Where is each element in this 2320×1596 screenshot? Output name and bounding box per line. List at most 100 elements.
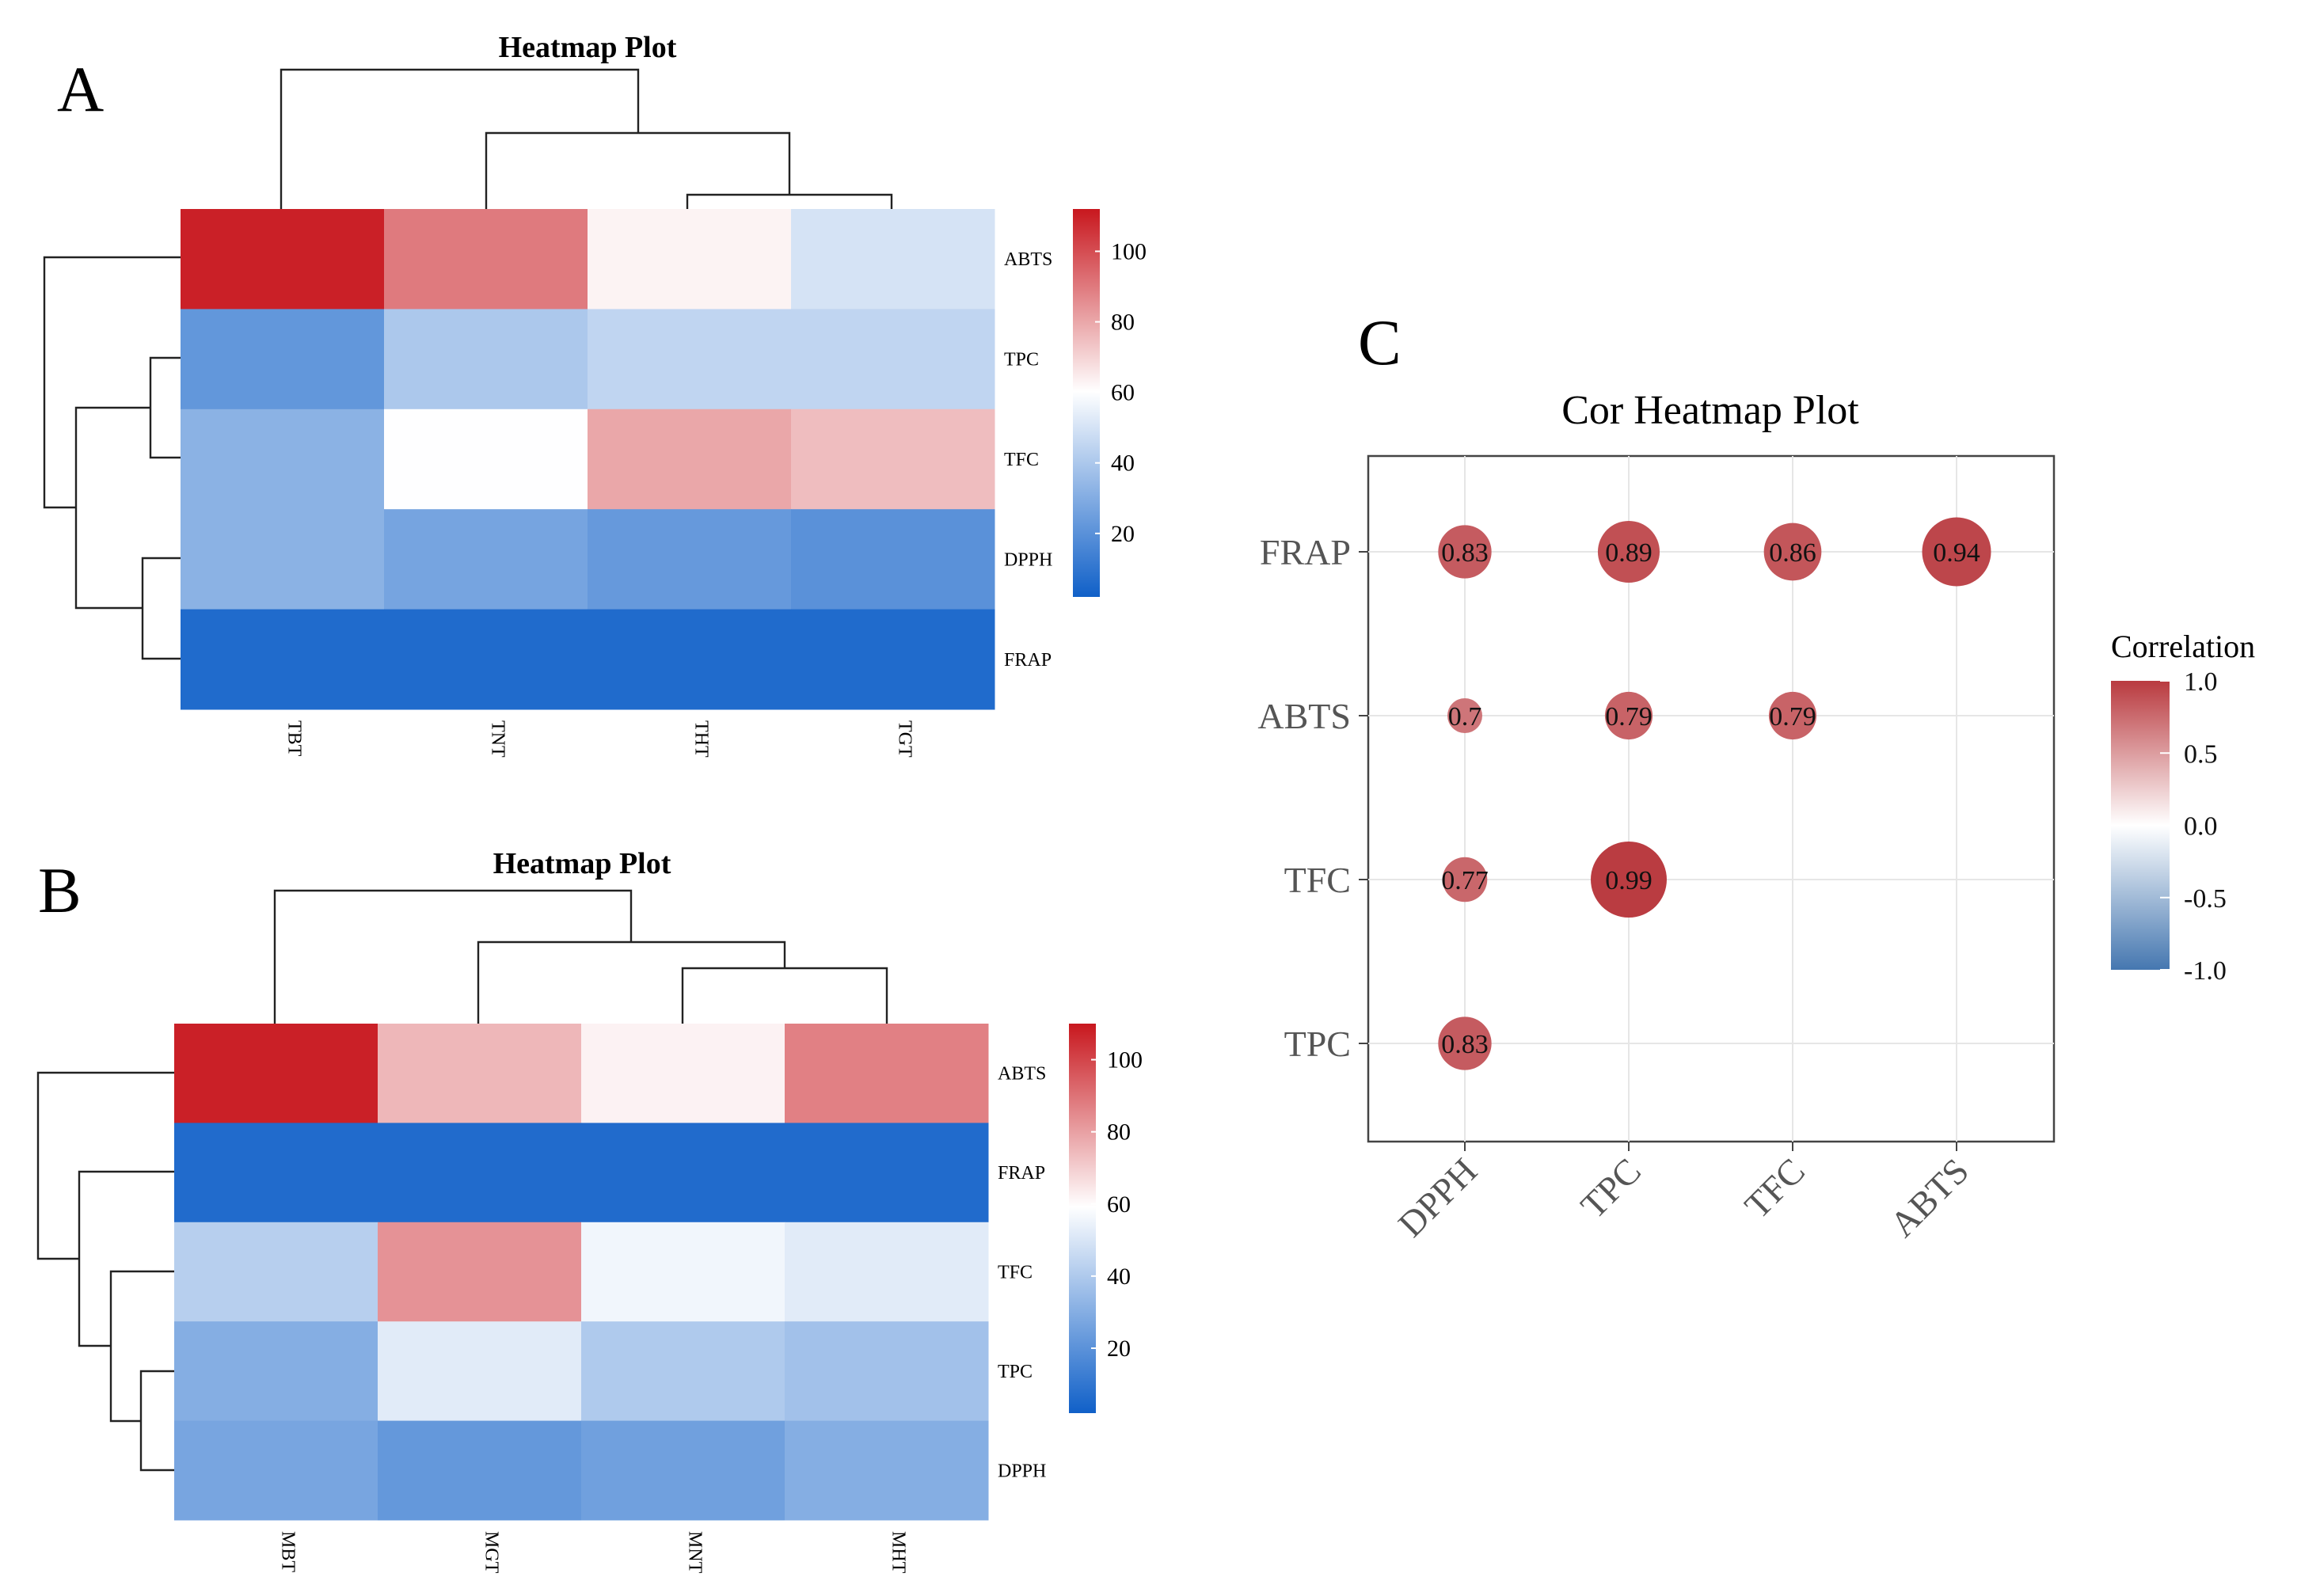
heatmap-a-col-dendrogram — [280, 68, 893, 209]
heatmap-cell-abts-mht — [785, 1024, 989, 1123]
heatmap-a-dendrograms — [43, 68, 893, 660]
heatmap-cell-abts-mgt — [378, 1024, 582, 1123]
heatmap-col-label: MGT — [481, 1531, 502, 1574]
cor-point-label: 0.89 — [1605, 538, 1653, 568]
cor-point-frap-tfc — [1763, 522, 1822, 581]
heatmap-cell-tfc-tgt — [791, 408, 995, 510]
cor-legend-tick-label: 1.0 — [2184, 667, 2218, 697]
cor-point-label: 0.79 — [1769, 702, 1816, 732]
heatmap-b-colorbar: 100 80 60 40 20 — [1069, 1024, 1143, 1413]
cor-y-label: TPC — [1284, 1024, 1351, 1064]
heatmap-cell-tpc-tgt — [791, 309, 995, 410]
heatmap-cell-tfc-tbt — [181, 408, 385, 510]
colorbar-tick-label: 80 — [1111, 310, 1135, 336]
heatmap-cell-tfc-mgt — [378, 1222, 582, 1322]
cor-x-label: ABTS — [1882, 1150, 1976, 1244]
heatmap-cell-tpc-tnt — [384, 309, 588, 410]
heatmap-a-colorbar: 100 80 60 40 20 — [1073, 209, 1147, 597]
heatmap-a-title: Heatmap Plot — [499, 31, 677, 64]
heatmap-cell-dpph-tht — [588, 509, 792, 610]
heatmap-cell-dpph-mnt — [581, 1420, 785, 1521]
cor-point-abts-tfc — [1768, 691, 1817, 740]
heatmap-cell-tpc-mnt — [581, 1321, 785, 1422]
heatmap-cell-tpc-mbt — [174, 1321, 378, 1422]
heatmap-row-label: TFC — [998, 1263, 1033, 1283]
heatmap-cell-abts-tnt — [384, 209, 588, 310]
correlation-plot-c: Cor Heatmap Plot 0.83 0.89 0.86 0.94 0.7 0.79… — [1257, 388, 2255, 1244]
heatmap-col-label: TBT — [284, 720, 305, 757]
heatmap-cell-abts-tht — [588, 209, 792, 310]
heatmap-cell-dpph-mbt — [174, 1420, 378, 1521]
heatmap-row-label: DPPH — [1004, 549, 1052, 570]
heatmap-cell-tpc-mht — [785, 1321, 989, 1422]
cor-y-label: ABTS — [1257, 696, 1351, 736]
heatmap-b-col-dendrogram — [273, 889, 888, 1024]
heatmap-cell-frap-mht — [785, 1123, 989, 1223]
colorbar-tick-label: 40 — [1107, 1264, 1131, 1290]
colorbar-tick-label: 20 — [1111, 521, 1135, 547]
heatmap-row-label: FRAP — [998, 1163, 1045, 1184]
heatmap-cell-frap-tnt — [384, 609, 588, 710]
cor-point-label: 0.7 — [1448, 702, 1482, 732]
cor-y-label: FRAP — [1260, 532, 1351, 572]
cor-legend: Correlation 1.0 0.5 0.0 -0.5 -1.0 — [2111, 629, 2255, 986]
cor-point-abts-dpph — [1447, 698, 1482, 733]
panel-letter-a: A — [57, 53, 104, 125]
cor-point-label: 0.77 — [1441, 866, 1489, 895]
cor-legend-tick-label: -0.5 — [2184, 884, 2227, 914]
heatmap-b-title: Heatmap Plot — [493, 847, 671, 880]
cor-legend-tick-label: 0.5 — [2184, 739, 2218, 769]
heatmap-row-label: ABTS — [1004, 249, 1052, 270]
cor-point-tfc-dpph — [1442, 857, 1488, 902]
cor-point-frap-dpph — [1438, 525, 1492, 579]
cor-legend-bar — [2111, 681, 2170, 970]
heatmap-cell-tfc-tht — [588, 408, 792, 510]
heatmap-b: Heatmap Plot ABTS FRAP TFC TPC DPPH MBT MGT MN… — [36, 847, 1143, 1574]
heatmap-row-label: ABTS — [998, 1064, 1046, 1085]
heatmap-b-dendrograms — [36, 889, 888, 1472]
heatmap-cell-dpph-tgt — [791, 509, 995, 610]
heatmap-cell-abts-tgt — [791, 209, 995, 310]
cor-y-label: TFC — [1284, 860, 1351, 900]
heatmap-cell-tpc-tbt — [181, 309, 385, 410]
heatmap-col-label: TGT — [895, 720, 915, 758]
heatmap-a-colorbar-bar — [1073, 209, 1100, 597]
cor-title: Cor Heatmap Plot — [1561, 388, 1859, 433]
heatmap-row-label: TPC — [998, 1362, 1033, 1382]
colorbar-tick-label: 60 — [1107, 1191, 1131, 1218]
heatmap-row-label: TFC — [1004, 450, 1039, 470]
heatmap-cell-frap-mgt — [378, 1123, 582, 1223]
heatmap-cell-frap-tgt — [791, 609, 995, 710]
heatmap-cell-abts-mnt — [581, 1024, 785, 1123]
heatmap-cell-abts-tbt — [181, 209, 385, 310]
colorbar-tick-label: 100 — [1111, 238, 1147, 264]
heatmap-cell-tfc-mbt — [174, 1222, 378, 1322]
colorbar-tick-label: 60 — [1111, 380, 1135, 406]
cor-point-frap-tpc — [1597, 520, 1660, 583]
cor-point-tfc-tpc — [1591, 842, 1667, 918]
cor-legend-title: Correlation — [2111, 629, 2255, 664]
cor-legend-tick-label: 0.0 — [2184, 812, 2218, 842]
heatmap-cell-tfc-mnt — [581, 1222, 785, 1322]
heatmap-col-label: MNT — [685, 1531, 706, 1574]
heatmap-cell-dpph-mht — [785, 1420, 989, 1521]
cor-point-tpc-dpph — [1438, 1016, 1492, 1070]
heatmap-col-label: MHT — [888, 1531, 909, 1574]
colorbar-tick-label: 100 — [1107, 1047, 1143, 1074]
cor-point-label: 0.99 — [1605, 866, 1653, 895]
cor-x-label: TPC — [1573, 1150, 1649, 1226]
colorbar-tick-label: 40 — [1111, 450, 1135, 477]
heatmap-a: Heatmap Plot ABTS TPC TFC DPPH FRAP TBT TNT TH… — [43, 31, 1147, 758]
cor-point-label: 0.83 — [1441, 538, 1489, 568]
cor-point-label: 0.86 — [1769, 538, 1816, 568]
heatmap-cell-dpph-tbt — [181, 509, 385, 610]
cor-point-abts-tpc — [1604, 691, 1653, 740]
colorbar-tick-label: 80 — [1107, 1119, 1131, 1146]
heatmap-cell-tpc-tht — [588, 309, 792, 410]
heatmap-cell-frap-mbt — [174, 1123, 378, 1223]
heatmap-cell-abts-mbt — [174, 1024, 378, 1123]
heatmap-col-label: THT — [691, 720, 712, 758]
heatmap-cell-frap-tht — [588, 609, 792, 710]
heatmap-row-label: FRAP — [1004, 650, 1052, 671]
